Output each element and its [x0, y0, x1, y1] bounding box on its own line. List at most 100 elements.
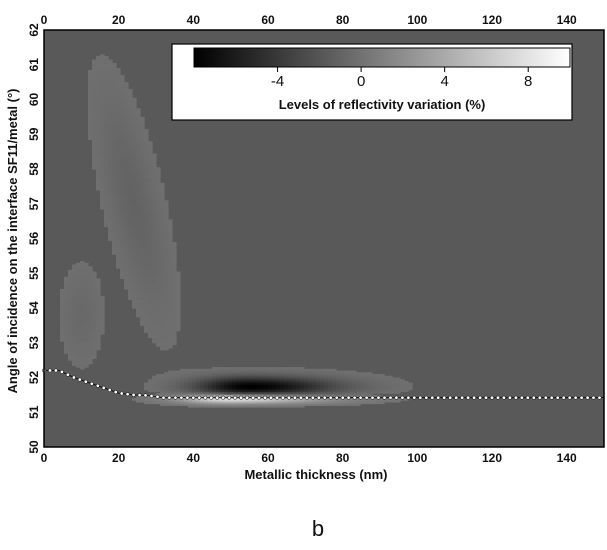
heatmap-cell [172, 273, 177, 276]
heatmap-cell [168, 269, 173, 273]
heatmap-cell [124, 280, 129, 283]
heatmap-cell [168, 288, 173, 292]
heatmap-cell [112, 241, 117, 245]
curve-marker [48, 368, 52, 373]
heatmap-cell [96, 127, 101, 130]
heatmap-cell [124, 175, 129, 179]
heatmap-cell [120, 141, 125, 144]
heatmap-cell [364, 387, 369, 391]
resonance-curve-markers [42, 368, 602, 400]
heatmap-cell [104, 134, 109, 137]
heatmap-cell [156, 271, 161, 274]
heatmap-cell [104, 106, 109, 109]
heatmap-cell [96, 129, 101, 132]
heatmap-cell [256, 367, 261, 370]
heatmap-cell [92, 328, 97, 332]
heatmap-cell [176, 398, 181, 401]
x-tick-label: 80 [336, 451, 350, 465]
heatmap-cell [84, 287, 89, 290]
heatmap-cell [68, 356, 73, 359]
heatmap-cell [120, 99, 125, 102]
heatmap-cell [116, 195, 121, 198]
x-tick-label: 120 [482, 451, 502, 465]
heatmap-cell [108, 208, 113, 212]
heatmap-cell [324, 386, 329, 389]
heatmap-cell [108, 215, 113, 219]
heatmap-cell [240, 393, 245, 396]
heatmap-cell [112, 200, 117, 203]
heatmap-cell [172, 374, 177, 377]
heatmap-cell [172, 255, 177, 259]
heatmap-cell [84, 314, 89, 318]
heatmap-cell [308, 368, 313, 372]
heatmap-cell [80, 264, 85, 267]
heatmap-cell [64, 306, 69, 309]
heatmap-cell [164, 377, 169, 380]
heatmap-cell [272, 370, 277, 373]
heatmap-cell [112, 130, 117, 134]
heatmap-cell [104, 116, 109, 120]
heatmap-cell [96, 116, 101, 120]
heatmap-cell [96, 78, 101, 81]
heatmap-cell [136, 299, 141, 302]
heatmap-cell [120, 90, 125, 94]
heatmap-cell [140, 127, 145, 130]
heatmap-cell [96, 281, 101, 285]
heatmap-cell [116, 207, 121, 210]
heatmap-cell [72, 278, 77, 281]
heatmap-cell [128, 262, 133, 266]
heatmap-cell [120, 222, 125, 226]
heatmap-cell [124, 96, 129, 99]
heatmap-cell [124, 235, 129, 238]
heatmap-cell [128, 259, 133, 262]
heatmap-cell [148, 384, 153, 387]
heatmap-cell [132, 122, 137, 125]
heatmap-cell [136, 113, 141, 116]
heatmap-cell [224, 386, 229, 389]
heatmap-cell [160, 233, 165, 236]
heatmap-cell [140, 129, 145, 132]
heatmap-cell [136, 236, 141, 240]
heatmap-cell [116, 78, 121, 81]
colorbar-ticks: -4 0 4 8 [271, 67, 532, 90]
heatmap-cell [112, 153, 117, 156]
heatmap-cell [132, 208, 137, 212]
heatmap-cell [124, 189, 129, 193]
heatmap-cell [256, 370, 261, 373]
heatmap-cell [152, 320, 157, 323]
heatmap-cell [136, 163, 141, 167]
heatmap-cell [264, 393, 269, 396]
heatmap-cell [168, 222, 173, 226]
heatmap-cell [92, 162, 97, 165]
heatmap-cell [100, 295, 105, 299]
heatmap-cells [60, 54, 413, 408]
heatmap-cell [356, 394, 361, 398]
heatmap-cell [128, 278, 133, 281]
heatmap-cell [376, 374, 381, 377]
heatmap-cell [324, 384, 329, 387]
heatmap-cell [76, 276, 81, 280]
heatmap-cell [88, 130, 93, 134]
heatmap-cell [148, 257, 153, 260]
heatmap-cell [96, 170, 101, 174]
heatmap-cell [164, 248, 169, 252]
heatmap-cell [76, 262, 81, 266]
heatmap-cell [176, 380, 181, 384]
heatmap-cell [216, 405, 221, 408]
heatmap-cell [228, 405, 233, 408]
heatmap-cell [132, 135, 137, 139]
heatmap-cell [256, 377, 261, 380]
heatmap-cell [124, 252, 129, 255]
heatmap-cell [120, 75, 125, 78]
heatmap-cell [212, 398, 217, 401]
heatmap-cell [164, 335, 169, 339]
heatmap-cell [396, 391, 401, 394]
heatmap-cell [88, 122, 93, 125]
curve-marker [131, 392, 136, 397]
heatmap-cell [156, 313, 161, 316]
heatmap-cell [116, 87, 121, 90]
heatmap-cell [152, 186, 157, 189]
heatmap-cell [88, 108, 93, 111]
heatmap-cell [92, 92, 97, 95]
heatmap-cell [148, 323, 153, 326]
